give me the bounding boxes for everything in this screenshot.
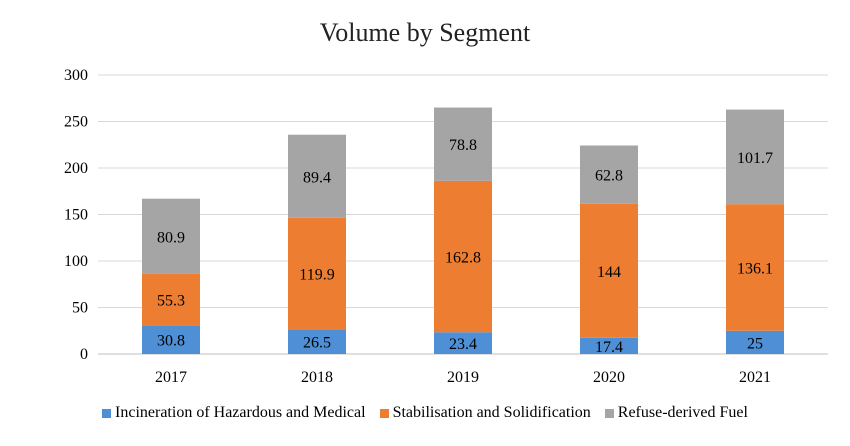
chart-title: Volume by Segment — [319, 18, 531, 47]
bar-segment — [142, 325, 200, 354]
bar-segment — [580, 337, 638, 354]
x-tick-label: 2020 — [593, 369, 625, 386]
bar-segment — [434, 107, 492, 181]
legend-swatch — [102, 408, 112, 418]
y-tick-label: 150 — [64, 207, 88, 224]
bar-segment — [288, 329, 346, 354]
data-label: 30.8 — [157, 333, 185, 350]
bar-segment — [142, 198, 200, 274]
bar-segment — [288, 134, 346, 218]
bar-segment — [434, 180, 492, 333]
bar-segment — [288, 217, 346, 330]
bar-segment — [726, 109, 784, 205]
y-tick-label: 250 — [64, 114, 88, 131]
bar-segment — [142, 273, 200, 326]
data-label: 101.7 — [737, 150, 773, 167]
x-tick-label: 2018 — [301, 369, 333, 386]
data-label: 80.9 — [157, 229, 185, 246]
data-label: 89.4 — [303, 169, 331, 186]
legend-label: Refuse-derived Fuel — [617, 404, 748, 421]
y-tick-label: 50 — [72, 300, 88, 317]
data-label: 162.8 — [445, 250, 481, 267]
y-tick-label: 300 — [64, 67, 88, 84]
data-label: 78.8 — [449, 137, 477, 154]
data-label: 62.8 — [595, 168, 623, 185]
legend-item: Refuse-derived Fuel — [604, 404, 748, 422]
x-tick-label: 2017 — [155, 369, 187, 386]
legend-item: Incineration of Hazardous and Medical — [102, 404, 366, 422]
legend-item: Stabilisation and Solidification — [379, 404, 591, 422]
y-tick-label: 0 — [80, 346, 88, 363]
data-label: 17.4 — [595, 339, 623, 356]
x-tick-label: 2019 — [447, 369, 479, 386]
bar-segment — [434, 332, 492, 354]
legend-swatch — [604, 408, 614, 418]
y-tick-label: 200 — [64, 160, 88, 177]
data-label: 23.4 — [449, 336, 477, 353]
legend-swatch — [379, 408, 389, 418]
bar-segment — [726, 204, 784, 331]
data-label: 26.5 — [303, 335, 331, 352]
legend: Incineration of Hazardous and Medical Sta… — [0, 404, 850, 422]
bar-segment — [580, 203, 638, 338]
legend-label: Incineration of Hazardous and Medical — [115, 404, 366, 421]
data-label: 144 — [597, 264, 621, 281]
data-label: 119.9 — [299, 267, 334, 284]
data-label: 136.1 — [737, 260, 773, 277]
x-tick-label: 2021 — [739, 369, 771, 386]
legend-label: Stabilisation and Solidification — [392, 404, 591, 421]
data-label: 55.3 — [157, 293, 185, 310]
bar-segment — [726, 330, 784, 354]
y-tick-label: 100 — [64, 253, 88, 270]
data-label: 25 — [747, 335, 763, 352]
bar-segment — [580, 145, 638, 204]
